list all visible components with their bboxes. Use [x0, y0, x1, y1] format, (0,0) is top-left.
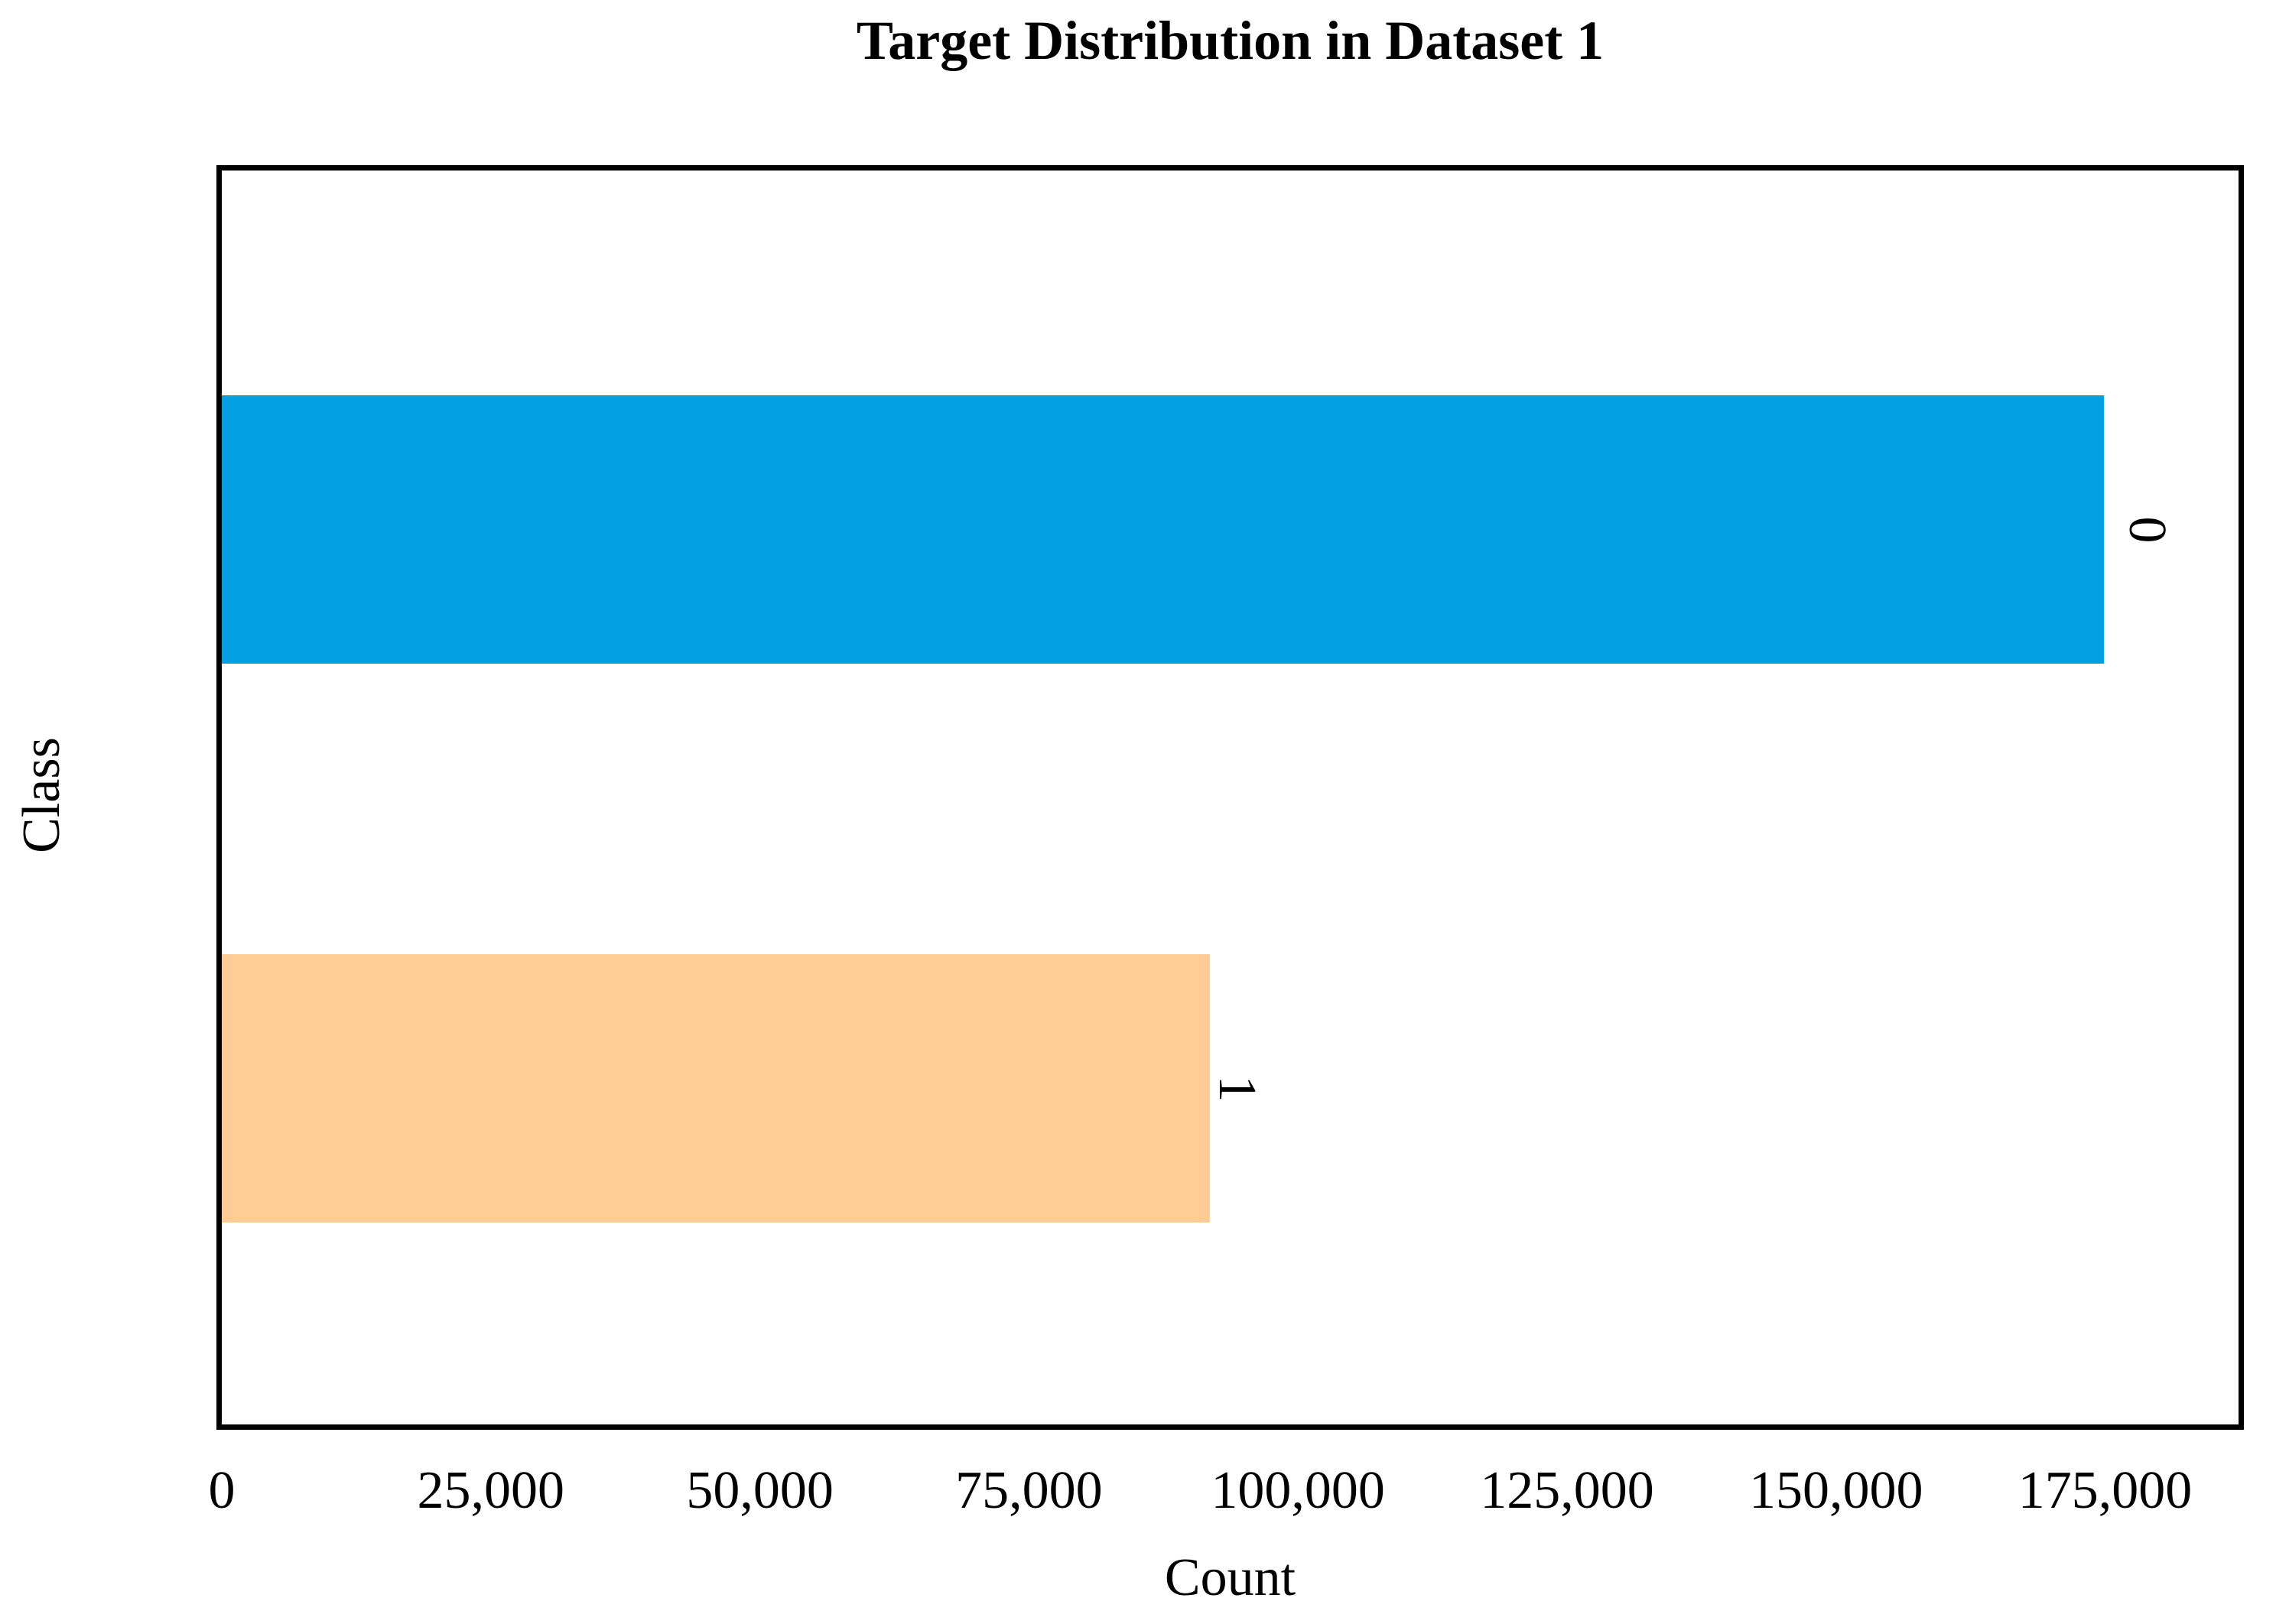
x-tick-label-25000: 25,000 [417, 1461, 565, 1520]
x-tick-label-0: 0 [208, 1461, 236, 1520]
bar-class-1 [222, 954, 1210, 1223]
x-tick-label-175000: 175,000 [2018, 1461, 2193, 1520]
chart-title: Target Distribution in Dataset 1 [856, 10, 1605, 71]
x-tick-label-75000: 75,000 [955, 1461, 1103, 1520]
bar-end-label-1: 1 [1207, 1075, 1266, 1102]
x-tick-label-150000: 150,000 [1748, 1461, 1923, 1520]
bar-class-0 [222, 395, 2105, 664]
x-axis-label: Count [1164, 1548, 1296, 1607]
x-tick-label-100000: 100,000 [1211, 1461, 1385, 1520]
x-axis-tick-labels: 0 25,000 50,000 75,000 100,000 125,000 150,000… [209, 1457, 2239, 1541]
x-tick-label-125000: 125,000 [1480, 1461, 1654, 1520]
bar-end-label-0: 0 [2118, 516, 2177, 543]
y-axis-label: Class [12, 737, 71, 853]
x-tick-label-50000: 50,000 [686, 1461, 834, 1520]
